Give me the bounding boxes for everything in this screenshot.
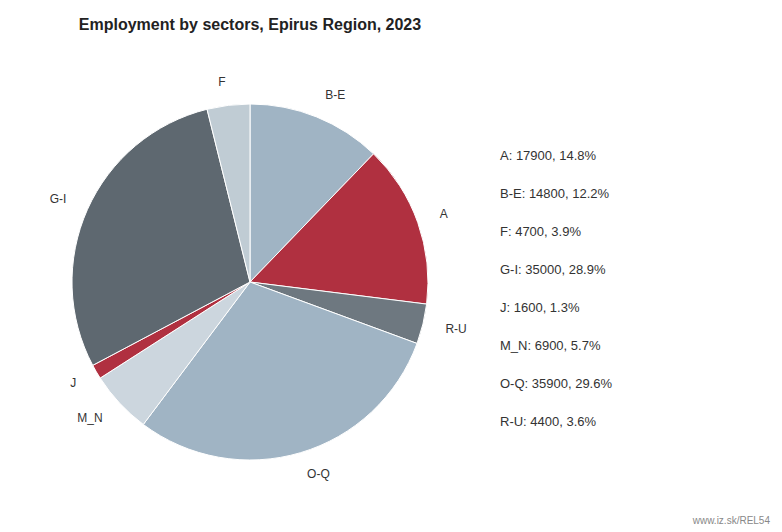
chart-container: Employment by sectors, Epirus Region, 20… (0, 0, 782, 532)
slice-label: A (440, 207, 448, 221)
pie-labels: B-E A R-U O-Q M_N J G-I F (50, 75, 467, 482)
legend-line: R-U: 4400, 3.6% (500, 414, 597, 429)
watermark: www.iz.sk/REL54 (692, 515, 771, 526)
chart-svg: Employment by sectors, Epirus Region, 20… (0, 0, 782, 532)
slice-label: J (70, 376, 76, 390)
legend-line: B-E: 14800, 12.2% (500, 186, 610, 201)
background (0, 0, 782, 532)
slice-label: B-E (325, 88, 345, 102)
slice-label: M_N (77, 411, 102, 425)
legend-line: G-I: 35000, 28.9% (500, 262, 606, 277)
pie-slice (207, 104, 250, 282)
pie-slice (250, 154, 428, 304)
legend-line: A: 17900, 14.8% (500, 148, 597, 163)
title: Employment by sectors, Epirus Region, 20… (79, 16, 421, 33)
legend-line: F: 4700, 3.9% (500, 224, 581, 239)
legend-line: O-Q: 35900, 29.6% (500, 376, 612, 391)
slice-label: R-U (445, 322, 466, 336)
legend-line: J: 1600, 1.3% (500, 300, 580, 315)
slice-label: F (218, 75, 225, 89)
legend-line: M_N: 6900, 5.7% (500, 338, 601, 353)
slice-label: O-Q (307, 467, 330, 481)
pie (72, 104, 428, 460)
legend-text: A: 17900, 14.8% B-E: 14800, 12.2% F: 4700,… (500, 148, 612, 429)
slice-label: G-I (50, 192, 67, 206)
